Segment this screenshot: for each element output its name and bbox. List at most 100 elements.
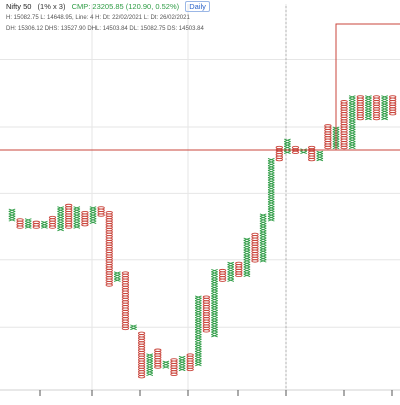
o-column[interactable] — [186, 353, 194, 372]
params-label[interactable]: (1% x 3) — [37, 2, 66, 11]
o-column[interactable] — [170, 358, 178, 376]
x-mark — [348, 97, 356, 101]
x-column[interactable] — [365, 95, 372, 121]
o-column[interactable] — [137, 331, 146, 379]
o-mark — [251, 235, 259, 239]
o-mark — [32, 223, 40, 227]
x-column[interactable] — [194, 295, 202, 367]
o-mark — [121, 317, 130, 321]
o-mark — [275, 153, 283, 157]
x-column[interactable] — [211, 268, 218, 338]
x-column[interactable] — [57, 206, 64, 232]
x-mark — [348, 133, 356, 138]
x-mark — [24, 220, 32, 224]
x-column[interactable] — [316, 150, 324, 162]
o-mark — [340, 141, 348, 145]
o-mark — [218, 273, 227, 278]
o-column[interactable] — [121, 271, 130, 331]
x-column[interactable] — [284, 138, 291, 154]
o-mark — [389, 95, 397, 99]
x-mark — [194, 314, 202, 319]
x-column[interactable] — [227, 261, 235, 282]
x-column[interactable] — [41, 220, 48, 229]
x-column[interactable] — [267, 157, 275, 222]
o-mark — [137, 338, 146, 343]
x-mark — [284, 138, 291, 142]
o-mark — [202, 302, 211, 306]
x-column[interactable] — [162, 360, 170, 369]
o-column[interactable] — [97, 206, 105, 217]
x-column[interactable] — [348, 95, 356, 150]
x-mark — [194, 312, 202, 316]
o-mark — [65, 206, 73, 210]
x-mark — [259, 225, 267, 229]
x-column[interactable] — [8, 208, 16, 222]
o-column[interactable] — [202, 295, 211, 333]
o-column[interactable] — [48, 215, 57, 229]
o-mark — [137, 334, 146, 338]
o-mark — [137, 372, 146, 376]
o-mark — [340, 129, 348, 133]
x-mark — [267, 165, 275, 169]
o-column[interactable] — [16, 218, 24, 229]
x-mark — [259, 259, 267, 263]
o-mark — [340, 131, 348, 135]
x-mark — [267, 179, 275, 183]
x-mark — [73, 220, 81, 224]
x-column[interactable] — [89, 206, 97, 224]
x-mark — [243, 259, 251, 263]
o-column[interactable] — [340, 100, 348, 150]
o-mark — [389, 109, 397, 113]
x-mark — [243, 273, 251, 278]
x-column[interactable] — [146, 353, 154, 376]
o-mark — [105, 242, 113, 246]
o-column[interactable] — [154, 348, 162, 369]
o-mark — [65, 223, 73, 227]
x-column[interactable] — [300, 148, 307, 154]
interval-dropdown[interactable]: Daily — [185, 1, 210, 12]
o-mark — [121, 314, 130, 319]
o-column[interactable] — [324, 124, 332, 150]
o-column[interactable] — [32, 220, 40, 229]
x-mark — [211, 322, 218, 326]
o-column[interactable] — [105, 211, 113, 287]
o-mark — [235, 261, 243, 265]
x-column[interactable] — [381, 95, 388, 121]
o-mark — [121, 288, 130, 292]
o-mark — [291, 150, 300, 154]
x-column[interactable] — [24, 218, 32, 229]
x-mark — [267, 157, 275, 162]
x-mark — [316, 150, 324, 154]
x-mark — [211, 288, 218, 292]
x-column[interactable] — [73, 206, 81, 229]
o-column[interactable] — [372, 95, 381, 121]
o-mark — [251, 244, 259, 249]
o-mark — [105, 273, 113, 278]
symbol-label[interactable]: Nifty 50 — [6, 2, 32, 11]
x-column[interactable] — [113, 271, 121, 282]
o-column[interactable] — [251, 232, 259, 263]
o-column[interactable] — [308, 145, 316, 162]
o-column[interactable] — [389, 95, 397, 116]
o-column[interactable] — [65, 203, 73, 229]
o-column[interactable] — [235, 261, 243, 278]
o-mark — [218, 278, 227, 282]
x-column[interactable] — [130, 324, 137, 331]
info-line-2: DH: 15306.12 DHS: 13527.90 DHL: 14503.84… — [6, 26, 204, 32]
o-column[interactable] — [356, 95, 364, 121]
o-column[interactable] — [275, 145, 283, 162]
x-column[interactable] — [178, 355, 186, 372]
o-mark — [251, 254, 259, 258]
x-mark — [41, 223, 48, 227]
o-column[interactable] — [81, 211, 89, 227]
o-mark — [97, 213, 105, 217]
o-mark — [137, 370, 146, 374]
o-mark — [105, 218, 113, 222]
x-column[interactable] — [259, 213, 267, 263]
x-mark — [211, 302, 218, 306]
x-mark — [194, 326, 202, 331]
x-column[interactable] — [243, 237, 251, 278]
o-column[interactable] — [218, 268, 227, 282]
o-mark — [372, 114, 381, 118]
